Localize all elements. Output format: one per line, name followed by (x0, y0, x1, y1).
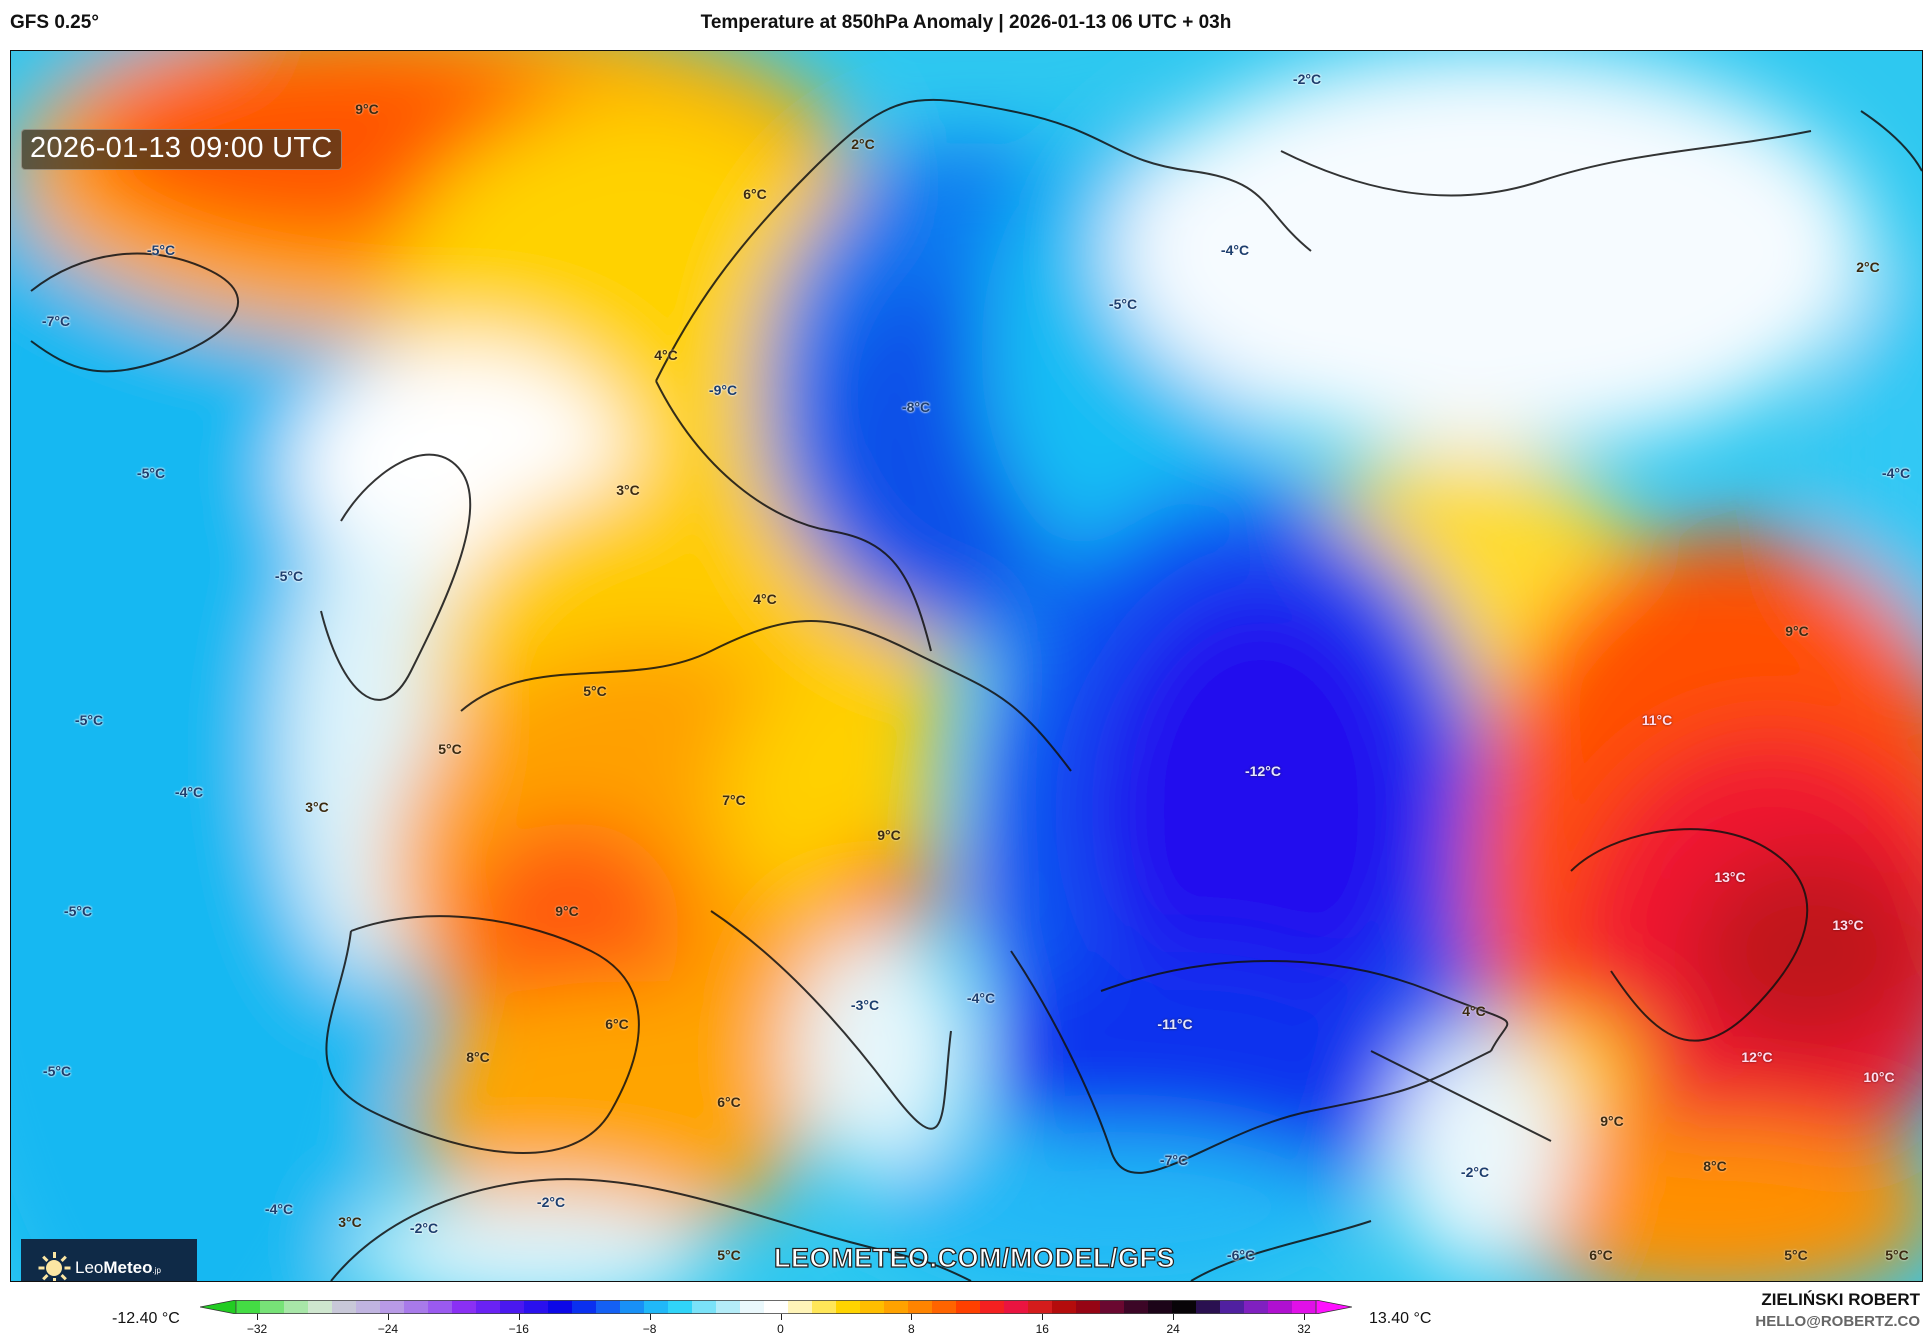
temperature-label: 3°C (338, 1214, 362, 1230)
temperature-label: -2°C (1460, 1164, 1490, 1180)
colorbar-tick-label: 32 (1297, 1322, 1311, 1336)
colorbar-tick-label: −24 (377, 1322, 399, 1336)
temperature-label: 10°C (1863, 1069, 1895, 1085)
temperature-label: -5°C (146, 242, 176, 258)
colorbar-tick (649, 1314, 651, 1320)
colorbar-tick-label: 0 (777, 1322, 784, 1336)
temperature-label: 5°C (1885, 1247, 1909, 1263)
colorbar-tick (1173, 1314, 1175, 1320)
temperature-label: -12°C (1245, 763, 1281, 779)
temperature-label: 6°C (717, 1094, 741, 1110)
anomaly-map: 2026-01-13 09:00 UTC 9°C 6°C -5°C -7°C 4°C -9… (10, 50, 1923, 1282)
temperature-label: 9°C (1785, 623, 1809, 639)
temperature-label: -6°C (1226, 1247, 1256, 1263)
site-watermark: LEOMETEO.COM/MODEL/GFS (773, 1242, 1175, 1273)
logo-wordmark: LeoMeteo.jp (75, 1258, 161, 1277)
colorbar-tick-label: 8 (908, 1322, 915, 1336)
temperature-label: -4°C (174, 784, 204, 800)
temperature-label: 8°C (1703, 1158, 1727, 1174)
colorbar (200, 1300, 1352, 1314)
legend-min-value: -12.40 °C (112, 1310, 180, 1327)
temperature-label: 12°C (1741, 1049, 1773, 1065)
temperature-label: -5°C (274, 568, 304, 584)
temperature-label: 9°C (555, 903, 579, 919)
colorbar-tick (911, 1314, 913, 1320)
colorbar-tick (1042, 1314, 1044, 1320)
temperature-label: 5°C (1784, 1247, 1808, 1263)
colorbar-tick (518, 1314, 520, 1320)
temperature-label: -3°C (850, 997, 880, 1013)
temperature-anomaly-field (11, 51, 1922, 1281)
temperature-label: -2°C (536, 1194, 566, 1210)
temperature-label: 11°C (1641, 712, 1673, 728)
chart-title: Temperature at 850hPa Anomaly | 2026-01-… (700, 12, 1232, 33)
colorbar-tick-label: −16 (508, 1322, 529, 1336)
temperature-label: 5°C (583, 683, 607, 699)
valid-time-badge: 2026-01-13 09:00 UTC (21, 129, 342, 170)
temperature-label: 2°C (1856, 259, 1880, 275)
temperature-label: 9°C (355, 101, 379, 117)
temperature-label: -5°C (74, 712, 104, 728)
temperature-label: -5°C (63, 903, 93, 919)
temperature-label: -2°C (409, 1220, 439, 1236)
temperature-label: -9°C (708, 382, 738, 398)
temperature-label: -11°C (1157, 1016, 1193, 1032)
model-name: GFS 0.25° (10, 12, 99, 33)
colorbar-tick (1304, 1314, 1305, 1320)
temperature-label: 13°C (1832, 917, 1864, 933)
temperature-label: -7°C (1159, 1152, 1189, 1168)
sun-icon (38, 1252, 70, 1281)
author-name: ZIELIŃSKI ROBERT (1761, 1290, 1920, 1309)
temperature-label: -5°C (42, 1063, 72, 1079)
temperature-label: -4°C (966, 990, 996, 1006)
colorbar-tick-label: −8 (642, 1322, 657, 1336)
temperature-label: 6°C (605, 1016, 629, 1032)
temperature-label: -4°C (1881, 465, 1911, 481)
temperature-label: -5°C (136, 465, 166, 481)
colorbar-tick-label: 16 (1035, 1322, 1049, 1336)
temperature-label: 3°C (305, 799, 329, 815)
temperature-label: 6°C (743, 186, 767, 202)
temperature-label: 3°C (616, 482, 640, 498)
author-email[interactable]: HELLO@ROBERTZ.CO (1755, 1313, 1920, 1330)
temperature-label: -5°C (1108, 296, 1138, 312)
temperature-label: -8°C (901, 399, 931, 415)
temperature-label: 9°C (1600, 1113, 1624, 1129)
temperature-label: 8°C (466, 1049, 490, 1065)
temperature-label: 4°C (753, 591, 777, 607)
temperature-label: 5°C (717, 1247, 741, 1263)
colorbar-tick-label: −32 (246, 1322, 268, 1336)
temperature-label: 5°C (438, 741, 462, 757)
temperature-label: 9°C (877, 827, 901, 843)
temperature-label: 2°C (851, 136, 875, 152)
temperature-label: -4°C (1220, 242, 1250, 258)
colorbar-tick-label: 24 (1166, 1322, 1180, 1336)
temperature-label: 7°C (722, 792, 746, 808)
colorbar-tick (780, 1314, 782, 1320)
leometeo-logo[interactable]: LeoMeteo.jp (21, 1239, 197, 1281)
colorbar-tick (387, 1314, 389, 1320)
temperature-label: 6°C (1589, 1247, 1613, 1263)
temperature-label: 13°C (1714, 869, 1746, 885)
temperature-label: 4°C (1462, 1003, 1486, 1019)
temperature-label: 4°C (654, 347, 678, 363)
temperature-label: -2°C (1292, 71, 1322, 87)
legend-max-value: 13.40 °C (1369, 1310, 1432, 1327)
colorbar-tick (257, 1314, 258, 1320)
temperature-label: -4°C (264, 1201, 294, 1217)
temperature-label: -7°C (41, 313, 71, 329)
